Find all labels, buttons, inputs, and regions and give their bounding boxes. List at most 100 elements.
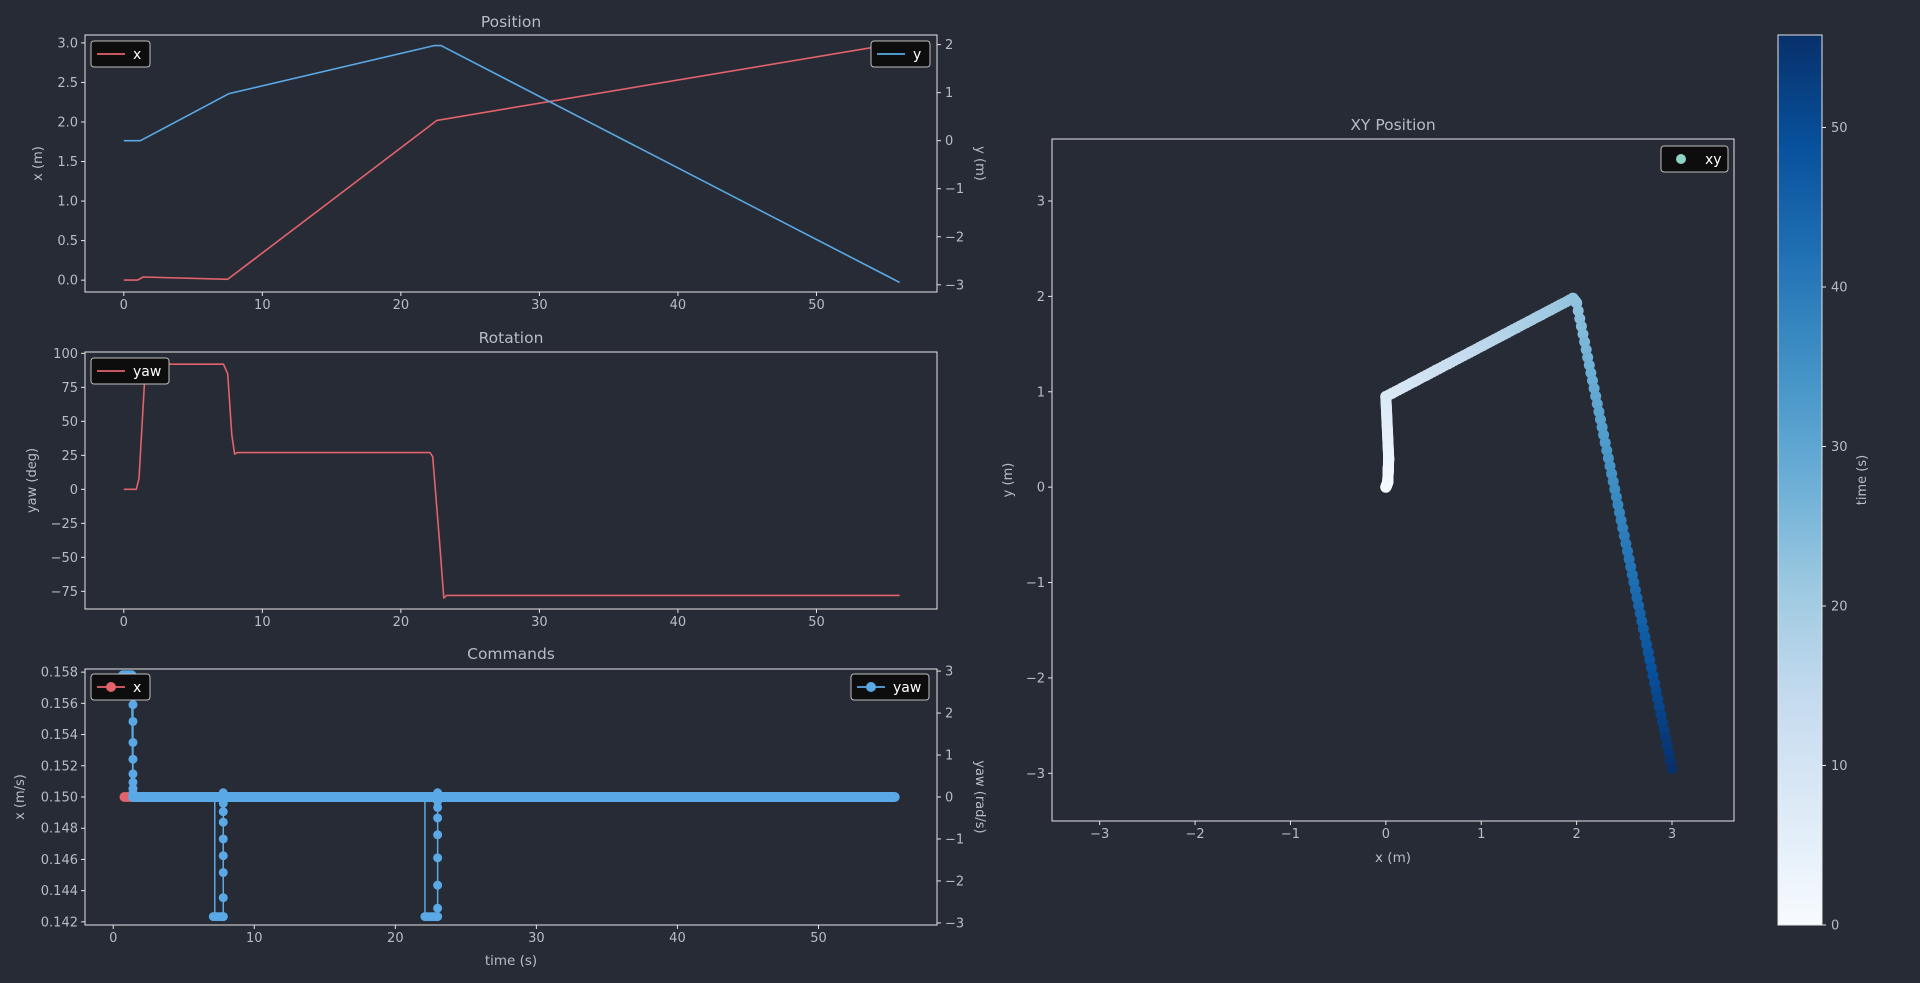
rotation-panel: Rotation 0 10 20 30 40 50 −75 −50 −25 0 25 50 75 100 ya… xyxy=(25,329,938,630)
xy-title: XY Position xyxy=(1350,116,1435,134)
rotation-left-ytick-label: −75 xyxy=(51,585,78,600)
commands-yaw-marker xyxy=(218,868,228,878)
position-series-y xyxy=(123,44,900,284)
commands-yaw-low-marker xyxy=(218,912,228,922)
commands-right-ytick-label: 1 xyxy=(945,749,953,764)
rotation-xtick-label: 10 xyxy=(254,615,271,630)
xy-xtick-label: 2 xyxy=(1572,827,1580,842)
colorbar-tick-label: 0 xyxy=(1831,919,1839,934)
commands-left-ytick-label: 0.156 xyxy=(41,697,78,712)
xy-ylabel: y (m) xyxy=(1001,463,1016,498)
rotation-left-ytick-label: 25 xyxy=(61,449,78,464)
commands-yaw-marker xyxy=(433,813,443,823)
commands-left-ytick-label: 0.152 xyxy=(41,759,78,774)
xy-xtick-label: 3 xyxy=(1668,827,1676,842)
commands-yaw-marker xyxy=(433,830,443,840)
rotation-legend-yaw-box xyxy=(90,357,170,385)
colorbar-bar xyxy=(1777,34,1823,926)
position-title: Position xyxy=(481,13,541,31)
commands-left-ytick-label: 0.158 xyxy=(41,666,78,681)
xy-frame xyxy=(1051,138,1735,822)
position-xtick-label: 0 xyxy=(120,298,128,313)
commands-yaw-marker xyxy=(433,788,443,798)
rotation-left-ytick-label: 50 xyxy=(61,415,78,430)
xy-left-ytick-label: 0 xyxy=(1037,481,1045,496)
colorbar-label: time (s) xyxy=(1855,455,1870,505)
xy-legend-box xyxy=(1660,145,1729,173)
colorbar-tick-label: 50 xyxy=(1831,121,1848,136)
commands-yaw-marker xyxy=(218,834,228,844)
commands-yaw-marker xyxy=(433,802,443,812)
commands-xtick-label: 20 xyxy=(387,931,404,946)
rotation-xtick-label: 0 xyxy=(120,615,128,630)
position-left-ytick-label: 2.0 xyxy=(57,115,78,130)
colorbar-tick-label: 40 xyxy=(1831,281,1848,296)
xy-left-ytick-label: −3 xyxy=(1026,767,1045,782)
rotation-legend-yaw-label: yaw xyxy=(133,364,161,380)
xy-point xyxy=(1666,763,1678,774)
commands-yaw-marker xyxy=(218,817,228,827)
xy-left-ytick-label: 1 xyxy=(1037,385,1045,400)
commands-left-ytick-label: 0.144 xyxy=(41,884,78,899)
commands-right-ytick-label: −3 xyxy=(945,916,964,931)
colorbar-tick-label: 30 xyxy=(1831,440,1848,455)
position-right-ytick-label: 0 xyxy=(945,134,953,149)
commands-xtick-label: 10 xyxy=(246,931,263,946)
rotation-xtick-label: 40 xyxy=(670,615,687,630)
commands-xlabel: time (s) xyxy=(485,953,537,969)
position-right-ytick-label: −2 xyxy=(945,230,964,245)
position-right-ytick-label: −3 xyxy=(945,278,964,293)
rotation-left-ytick-label: −25 xyxy=(51,517,78,532)
position-left-ytick-label: 3.0 xyxy=(57,36,78,51)
commands-yaw-marker xyxy=(433,853,443,863)
position-right-ytick-label: −1 xyxy=(945,182,964,197)
rotation-ylabel: yaw (deg) xyxy=(25,448,40,513)
commands-legend-yaw-marker xyxy=(866,682,876,692)
commands-left-ytick-label: 0.154 xyxy=(41,728,78,743)
commands-yaw-marker xyxy=(218,807,228,817)
xy-left-ytick-label: −1 xyxy=(1026,576,1045,591)
position-xtick-label: 40 xyxy=(670,298,687,313)
position-legend-y-label: y xyxy=(913,47,921,63)
time-colorbar: 0 10 20 30 40 50 time (s) xyxy=(1777,34,1870,934)
xy-position-panel: XY Position −3 −2 −1 0 1 2 3 −3 −2 −1 0 1 2 3 x (m) y (m… xyxy=(1001,116,1735,866)
commands-left-ytick-label: 0.150 xyxy=(41,791,78,806)
xy-left-ytick-label: −2 xyxy=(1026,671,1045,686)
commands-legend-yaw: yaw xyxy=(850,673,930,701)
rotation-title: Rotation xyxy=(479,329,544,347)
commands-right-ytick-label: 3 xyxy=(945,665,953,680)
position-right-ytick-label: 1 xyxy=(945,86,953,101)
commands-yaw-marker xyxy=(218,851,228,861)
commands-yaw-marker xyxy=(128,716,138,726)
position-legend-x-label: x xyxy=(133,47,141,63)
commands-ylabel-right: yaw (rad/s) xyxy=(972,760,987,833)
xy-xtick-label: 0 xyxy=(1382,827,1390,842)
xy-xtick-label: −2 xyxy=(1185,827,1204,842)
position-legend-x: x xyxy=(90,40,151,68)
commands-title: Commands xyxy=(467,645,555,663)
position-left-ytick-label: 2.5 xyxy=(57,76,78,91)
position-xtick-label: 30 xyxy=(531,298,548,313)
position-frame xyxy=(84,34,938,293)
rotation-xtick-label: 30 xyxy=(531,615,548,630)
commands-legend-yaw-box xyxy=(850,673,930,701)
commands-right-ytick-label: −1 xyxy=(945,832,964,847)
commands-yaw-marker xyxy=(128,700,138,710)
position-left-ytick-label: 1.0 xyxy=(57,195,78,210)
xy-xtick-label: −1 xyxy=(1281,827,1300,842)
commands-xtick-label: 30 xyxy=(528,931,545,946)
position-xtick-label: 50 xyxy=(808,298,825,313)
rotation-series-yaw xyxy=(123,363,900,599)
xy-left-ytick-label: 3 xyxy=(1037,195,1045,210)
xy-legend-marker xyxy=(1676,154,1686,164)
position-xtick-label: 20 xyxy=(393,298,410,313)
commands-left-ytick-label: 0.142 xyxy=(41,915,78,930)
xy-xlabel: x (m) xyxy=(1375,850,1411,866)
commands-left-ytick-label: 0.146 xyxy=(41,853,78,868)
rotation-xtick-label: 50 xyxy=(808,615,825,630)
colorbar-tick-label: 10 xyxy=(1831,759,1848,774)
commands-yaw-marker xyxy=(218,893,228,903)
